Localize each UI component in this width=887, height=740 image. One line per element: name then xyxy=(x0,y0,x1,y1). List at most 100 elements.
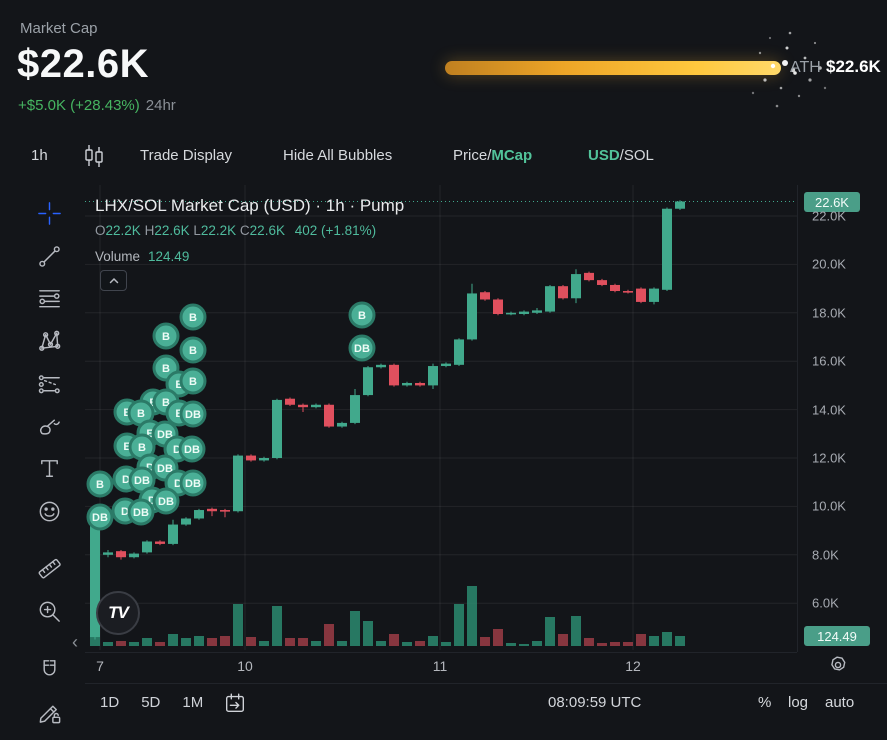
volume-bar xyxy=(584,638,594,646)
ruler-tool-icon[interactable] xyxy=(34,553,64,583)
fib-retracement-tool-icon[interactable] xyxy=(34,283,64,313)
bubble-marker-db[interactable]: DB xyxy=(179,469,207,497)
svg-text:D: D xyxy=(122,474,130,486)
scroll-left-arrow[interactable]: ‹ xyxy=(72,632,78,652)
svg-text:DB: DB xyxy=(354,343,370,355)
volume-bar xyxy=(389,634,399,646)
time-axis-label: 11 xyxy=(432,658,448,674)
price-option[interactable]: Price xyxy=(453,147,488,164)
legend-collapse-button[interactable] xyxy=(100,270,127,291)
volume-bar xyxy=(285,638,295,646)
ath-progress-bar xyxy=(445,61,781,75)
candle-body xyxy=(363,367,373,396)
bubble-marker-b[interactable]: B xyxy=(179,367,207,395)
trade-display-button[interactable]: Trade Display xyxy=(140,147,232,164)
bubble-marker-b[interactable]: B xyxy=(348,301,376,329)
percent-scale-button[interactable]: % xyxy=(758,694,772,711)
svg-text:B: B xyxy=(358,310,366,322)
candle-style-icon[interactable] xyxy=(81,143,107,174)
candle-body xyxy=(519,311,529,315)
xabcd-pattern-tool-icon[interactable] xyxy=(34,325,64,355)
current-price-badge: 22.6K xyxy=(804,192,860,212)
market-cap-change-row: +$5.0K (+28.43%) 24hr xyxy=(18,97,176,114)
session-clock[interactable]: 08:09:59 UTC xyxy=(548,694,642,711)
time-axis-label: 12 xyxy=(625,658,641,674)
volume-bar xyxy=(675,636,685,646)
axis-settings-gear-icon[interactable] xyxy=(826,653,852,679)
drawing-lock-tool-icon[interactable] xyxy=(34,697,64,727)
candle-body xyxy=(649,288,659,302)
chart-plot-area[interactable]: BBBBEBEBEBEDBEDBEBDDBDDBDDBBDDBDDBDDBDBB… xyxy=(85,185,797,652)
candle-body xyxy=(467,293,477,340)
svg-text:DB: DB xyxy=(157,429,173,441)
range-button-1m[interactable]: 1M xyxy=(182,694,204,711)
candle-body xyxy=(129,553,139,558)
price-axis-label: 12.0K xyxy=(812,450,846,466)
bubble-marker-db[interactable]: DB xyxy=(152,487,180,515)
volume-bar xyxy=(636,634,646,646)
bubble-marker-db[interactable]: DB xyxy=(127,498,155,526)
bubble-marker-b[interactable]: B xyxy=(86,470,114,498)
price-axis-label: 14.0K xyxy=(812,402,846,418)
volume-bar xyxy=(558,634,568,646)
zoom-in-tool-icon[interactable] xyxy=(34,596,64,626)
range-buttons: 1D 5D 1M xyxy=(100,694,225,711)
go-to-date-icon[interactable] xyxy=(223,691,247,720)
usd-sol-toggle[interactable]: USD/SOL xyxy=(588,147,654,164)
bubble-marker-db[interactable]: DB xyxy=(151,454,179,482)
magnet-tool-icon[interactable] xyxy=(34,654,64,684)
sol-option[interactable]: SOL xyxy=(623,147,654,164)
price-mcap-toggle[interactable]: Price/MCap xyxy=(453,147,532,164)
candlestick-chart[interactable]: BBBBEBEBEBEDBEDBEBDDBDDBDDBBDDBDDBDDBDBB… xyxy=(85,185,797,652)
mcap-option[interactable]: MCap xyxy=(491,147,533,164)
volume-bar xyxy=(246,637,256,646)
bubble-marker-db[interactable]: DB xyxy=(86,503,114,531)
bubble-marker-b[interactable]: B xyxy=(179,303,207,331)
volume-bar xyxy=(220,636,230,646)
bubble-marker-b[interactable]: B xyxy=(152,322,180,350)
volume-bar xyxy=(545,617,555,646)
svg-text:E: E xyxy=(175,408,182,420)
svg-text:DB: DB xyxy=(157,463,173,475)
volume-bar xyxy=(181,638,191,646)
candle-body xyxy=(142,541,152,553)
log-scale-button[interactable]: log xyxy=(788,694,809,711)
interval-button[interactable]: 1h xyxy=(31,147,48,164)
bubble-marker-db[interactable]: DB xyxy=(348,334,376,362)
candle-body xyxy=(402,382,412,386)
bubble-marker-b[interactable]: B xyxy=(179,336,207,364)
time-axis[interactable]: 7 10 11 12 xyxy=(85,652,797,682)
time-axis-label: 10 xyxy=(237,658,253,674)
hide-all-bubbles-button[interactable]: Hide All Bubbles xyxy=(283,147,393,164)
emoji-tool-icon[interactable] xyxy=(34,496,64,526)
drawing-tools-sidebar xyxy=(0,185,85,740)
volume-bar xyxy=(610,642,620,646)
candle-body xyxy=(259,458,269,461)
crosshair-tool-icon[interactable] xyxy=(34,198,64,228)
svg-text:B: B xyxy=(138,442,146,454)
range-button-1d[interactable]: 1D xyxy=(100,694,120,711)
svg-text:E: E xyxy=(123,441,130,453)
candle-body xyxy=(558,286,568,299)
brush-tool-icon[interactable] xyxy=(34,411,64,441)
text-tool-icon[interactable] xyxy=(34,453,64,483)
bubble-marker-db[interactable]: DB xyxy=(179,400,207,428)
price-axis-label: 18.0K xyxy=(812,305,846,321)
trend-line-tool-icon[interactable] xyxy=(34,241,64,271)
range-button-5d[interactable]: 5D xyxy=(141,694,161,711)
volume-bar xyxy=(259,641,269,646)
tradingview-logo[interactable]: TV xyxy=(96,591,140,635)
candle-body xyxy=(675,201,685,209)
auto-scale-button[interactable]: auto xyxy=(825,694,855,711)
usd-option[interactable]: USD xyxy=(588,147,620,164)
volume-bar xyxy=(155,642,165,646)
candle-body xyxy=(532,310,542,313)
bubble-marker-db[interactable]: DB xyxy=(178,435,206,463)
svg-text:DB: DB xyxy=(185,409,201,421)
candle-body xyxy=(155,541,165,544)
candle-body xyxy=(90,525,100,638)
price-axis[interactable]: 22.6K 124.49 22.0K 20.0K 18.0K 16.0K 14.0K 12… xyxy=(797,185,887,652)
price-axis-label: 8.0K xyxy=(812,547,839,563)
volume-bar xyxy=(103,642,113,646)
projection-tool-icon[interactable] xyxy=(34,369,64,399)
